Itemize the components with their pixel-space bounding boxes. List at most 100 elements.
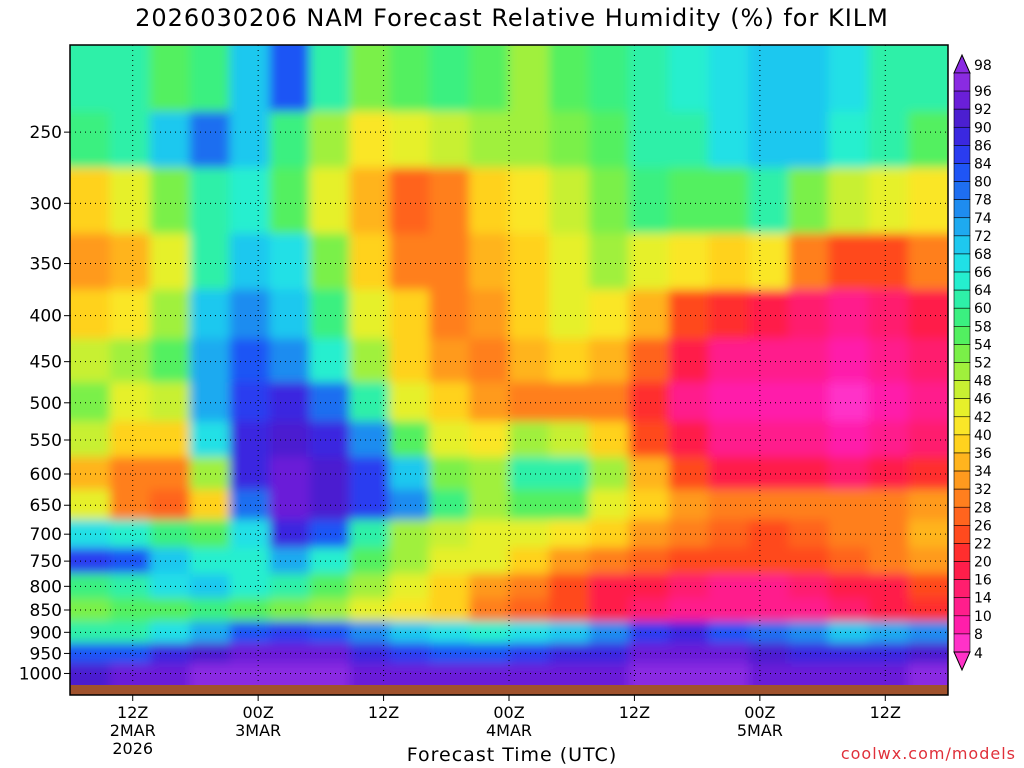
- heatmap-cell: [748, 167, 790, 235]
- heatmap-cell: [788, 519, 830, 549]
- y-tick-label: 800: [30, 577, 62, 597]
- heatmap-cell: [668, 45, 710, 113]
- heatmap-cell: [788, 111, 830, 169]
- heatmap-cell: [389, 573, 431, 600]
- heatmap-cell: [509, 598, 550, 623]
- colorbar-segment: [953, 145, 971, 164]
- heatmap-cell: [828, 167, 870, 235]
- heatmap-cell: [548, 621, 590, 644]
- heatmap-cell: [828, 233, 870, 291]
- heatmap-cell: [868, 598, 910, 623]
- heatmap-cell: [908, 547, 948, 575]
- heatmap-cell: [908, 45, 948, 113]
- heatmap-cell: [788, 489, 830, 521]
- heatmap-cell: [588, 621, 630, 644]
- colorbar-label: 98: [974, 58, 992, 74]
- colorbar-label: 80: [974, 175, 992, 191]
- heatmap-cell: [788, 573, 830, 600]
- heatmap-cell: [908, 489, 948, 521]
- heatmap-cell: [668, 663, 710, 685]
- heatmap-cell: [628, 519, 670, 549]
- heatmap-cell: [908, 289, 948, 340]
- heatmap-cell: [708, 167, 750, 235]
- heatmap-cell: [668, 621, 710, 644]
- heatmap-cell: [668, 457, 710, 491]
- heatmap-cell: [668, 167, 710, 235]
- heatmap-cell: [868, 457, 910, 491]
- heatmap-cell: [269, 111, 311, 169]
- heatmap-cell: [309, 421, 351, 459]
- heatmap-cell: [588, 421, 630, 459]
- x-tick-label: 4MAR: [486, 721, 532, 740]
- colorbar-segment: [953, 235, 971, 255]
- heatmap-cell: [309, 233, 351, 291]
- heatmap-cell: [349, 621, 391, 644]
- heatmap-cell: [509, 289, 550, 340]
- heatmap-cell: [269, 233, 311, 291]
- heatmap-cell: [828, 642, 870, 665]
- heatmap-cell: [668, 573, 710, 600]
- heatmap-cell: [868, 421, 910, 459]
- heatmap-cell: [588, 547, 630, 575]
- heatmap-cell: [509, 621, 550, 644]
- heatmap-cell: [349, 233, 391, 291]
- y-tick-label: 900: [30, 623, 62, 643]
- colorbar-label: 26: [974, 518, 992, 534]
- heatmap-cell: [509, 663, 550, 685]
- heatmap-cell: [389, 598, 431, 623]
- credit-link[interactable]: coolwx.com/models: [840, 744, 1016, 763]
- colorbar-segment: [953, 307, 971, 327]
- heatmap-cell: [908, 642, 948, 665]
- heatmap-cell: [908, 663, 948, 685]
- heatmap-cell: [309, 573, 351, 600]
- heatmap-cell: [628, 233, 670, 291]
- y-tick-label: 750: [30, 552, 62, 572]
- heatmap-cell: [509, 167, 550, 235]
- heatmap-cell: [109, 167, 151, 235]
- heatmap-cell: [189, 111, 231, 169]
- heatmap-cell: [708, 421, 750, 459]
- heatmap-cell: [708, 489, 750, 521]
- heatmap-cell: [708, 519, 750, 549]
- heatmap-cell: [229, 663, 271, 685]
- colorbar-label: 64: [974, 283, 992, 299]
- heatmap-cell: [748, 573, 790, 600]
- colorbar-segment: [953, 344, 971, 363]
- chart-title: 2026030206 NAM Forecast Relative Humidit…: [135, 4, 889, 32]
- heatmap-cell: [469, 233, 510, 291]
- colorbar-label: 84: [974, 156, 992, 172]
- heatmap-cell: [908, 457, 948, 491]
- heatmap-cell: [708, 111, 750, 169]
- colorbar-label: 86: [974, 138, 992, 154]
- heatmap-cell: [588, 167, 630, 235]
- heatmap-cell: [788, 663, 830, 685]
- heatmap-cell: [469, 663, 510, 685]
- heatmap-cell: [668, 382, 710, 423]
- heatmap-cell: [588, 111, 630, 169]
- heatmap-cell: [309, 642, 351, 665]
- x-tick-label: 2MAR: [110, 721, 156, 740]
- heatmap-cell: [429, 167, 471, 235]
- colorbar-label: 4: [974, 646, 983, 662]
- heatmap-cell: [868, 621, 910, 644]
- colorbar-segment: [953, 633, 971, 653]
- heatmap-cell: [548, 598, 590, 623]
- heatmap-cell: [349, 598, 391, 623]
- heatmap-cell: [469, 167, 510, 235]
- heatmap-cell: [189, 233, 231, 291]
- colorbar-label: 90: [974, 120, 992, 136]
- heatmap-cell: [748, 289, 790, 340]
- heatmap-cell: [668, 233, 710, 291]
- heatmap-cell: [828, 547, 870, 575]
- heatmap-cell: [668, 338, 710, 384]
- heatmap-cell: [70, 111, 111, 169]
- heatmap-cell: [509, 45, 550, 113]
- heatmap-cell: [389, 421, 431, 459]
- heatmap-cell: [149, 111, 191, 169]
- colorbar-segment: [953, 452, 971, 472]
- heatmap-cell: [429, 642, 471, 665]
- heatmap-cell: [309, 167, 351, 235]
- x-tick-label: 12Z: [619, 703, 650, 722]
- heatmap-cell: [908, 621, 948, 644]
- heatmap-cell: [868, 519, 910, 549]
